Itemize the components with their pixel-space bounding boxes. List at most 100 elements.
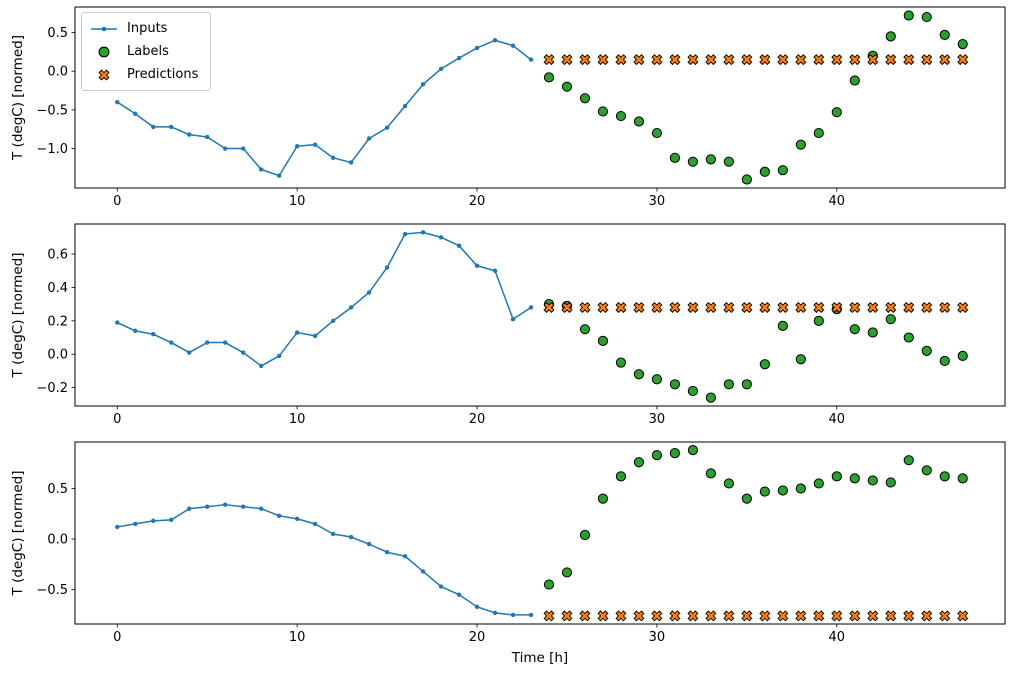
inputs-marker	[223, 340, 228, 345]
x-axis-label: Time [h]	[511, 650, 568, 666]
labels-marker	[741, 493, 752, 504]
labels-marker	[849, 75, 860, 86]
inputs-marker	[330, 531, 336, 537]
inputs-marker	[474, 604, 480, 610]
labels-marker	[561, 81, 573, 92]
predictions-marker	[849, 54, 861, 66]
inputs-line	[116, 39, 532, 177]
predictions-marker	[795, 301, 807, 314]
inputs-marker	[366, 290, 372, 295]
inputs-marker	[528, 305, 534, 310]
labels-marker	[939, 29, 950, 40]
x-tick-label: 30	[649, 630, 666, 645]
inputs-marker	[151, 332, 156, 337]
predictions-marker	[795, 610, 807, 622]
inputs-line-marker-icon	[91, 26, 117, 31]
labels-marker	[759, 486, 770, 497]
inputs-marker	[205, 340, 210, 345]
labels-marker	[687, 156, 699, 167]
inputs-marker	[294, 516, 300, 522]
legend-label-predictions: Predictions	[127, 67, 199, 82]
labels-marker	[687, 385, 699, 397]
x-tick-label: 30	[649, 194, 666, 209]
inputs-marker	[384, 265, 390, 270]
predictions-marker	[759, 54, 771, 66]
labels-marker	[669, 379, 681, 390]
y-axis-label: T (degC) [normed]	[10, 253, 26, 379]
predictions-marker	[561, 301, 573, 314]
labels-marker	[615, 471, 627, 482]
inputs-marker	[492, 38, 498, 43]
predictions-marker	[615, 301, 627, 314]
legend-item-labels: Labels	[89, 41, 198, 62]
inputs-marker	[438, 66, 444, 72]
inputs-marker	[438, 584, 444, 589]
labels-marker	[921, 465, 932, 476]
predictions-marker	[813, 54, 825, 66]
inputs-marker	[276, 513, 282, 519]
predictions-marker	[651, 610, 663, 622]
predictions-marker	[633, 54, 645, 66]
labels-marker	[939, 355, 950, 367]
inputs-marker	[348, 160, 354, 165]
predictions-marker	[795, 54, 807, 66]
inputs-marker	[223, 502, 228, 507]
labels-marker	[921, 345, 932, 356]
predictions-marker	[921, 610, 933, 622]
predictions-marker	[723, 54, 735, 66]
x-tick-label: 10	[289, 194, 306, 209]
labels-marker	[885, 31, 896, 42]
inputs-line	[116, 231, 532, 367]
inputs-marker	[384, 550, 390, 555]
labels-marker	[885, 314, 896, 325]
predictions-x-marker-icon	[98, 68, 110, 81]
predictions-marker	[903, 301, 915, 314]
y-tick-label: −1.0	[36, 142, 68, 157]
labels-marker	[903, 455, 914, 466]
labels-marker	[921, 11, 932, 23]
x-tick-label: 0	[113, 412, 121, 427]
labels-marker	[957, 39, 968, 50]
inputs-marker	[366, 136, 372, 141]
labels-marker	[759, 166, 770, 177]
y-tick-label: 0.5	[47, 26, 68, 41]
y-tick-label: −0.2	[36, 381, 68, 396]
inputs-marker	[510, 612, 516, 618]
y-tick-label: 0.2	[47, 314, 68, 329]
inputs-marker	[151, 518, 156, 524]
y-axis-label: T (degC) [normed]	[10, 471, 26, 597]
inputs-marker	[240, 504, 246, 509]
predictions-marker	[957, 610, 969, 622]
axes-frame	[74, 6, 1006, 189]
labels-marker	[633, 369, 645, 380]
predictions-marker	[849, 301, 861, 314]
x-tick-label: 30	[649, 412, 666, 427]
predictions-marker	[705, 610, 717, 622]
predictions-marker	[651, 301, 663, 314]
inputs-marker	[402, 231, 408, 237]
y-axis-label: T (degC) [normed]	[10, 35, 26, 161]
inputs-marker	[474, 45, 480, 51]
predictions-marker	[777, 301, 789, 314]
inputs-marker	[115, 320, 120, 325]
labels-marker	[777, 320, 788, 331]
labels-marker	[597, 493, 609, 504]
labels-marker	[777, 485, 788, 496]
inputs-marker	[438, 235, 444, 240]
x-tick-label: 40	[829, 194, 846, 209]
inputs-marker	[312, 142, 318, 147]
inputs-marker	[258, 167, 264, 172]
inputs-marker	[133, 521, 138, 527]
predictions-marker	[669, 54, 681, 66]
inputs-marker	[384, 125, 390, 130]
axes-frame	[74, 223, 1006, 407]
predictions-marker	[687, 610, 699, 622]
inputs-marker	[456, 592, 462, 597]
predictions-marker	[705, 54, 717, 66]
labels-marker	[723, 379, 734, 390]
predictions-marker	[543, 301, 555, 314]
predictions-marker	[651, 54, 663, 66]
predictions-marker	[903, 610, 915, 622]
inputs-marker	[474, 263, 480, 268]
